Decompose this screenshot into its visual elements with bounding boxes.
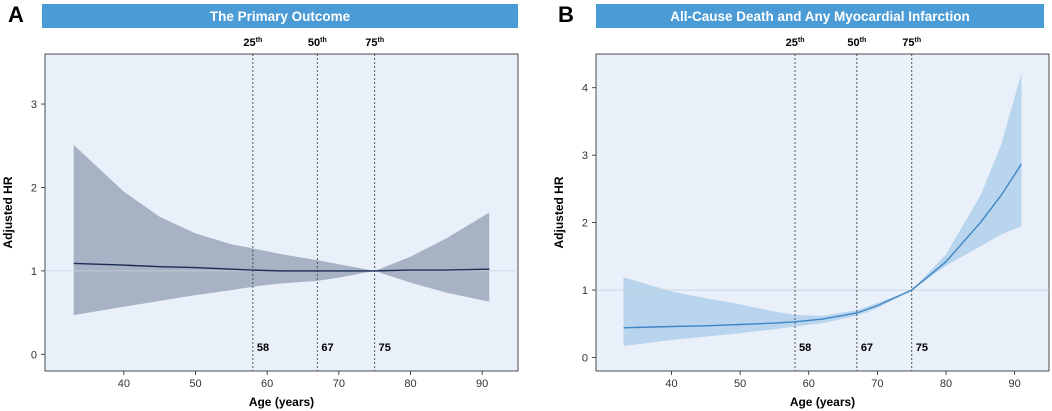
percentile-label: 50th (308, 37, 327, 49)
percentile-label: 25th (243, 37, 262, 49)
x-axis-label: Age (years) (790, 395, 855, 409)
percentile-label: 75th (365, 37, 384, 49)
y-tick-label: 3 (582, 150, 588, 162)
x-tick-label: 70 (333, 378, 345, 390)
hr-line (623, 163, 1023, 329)
y-tick-label: 4 (582, 83, 588, 95)
x-tick-label: 70 (871, 378, 883, 390)
y-tick-label: 2 (31, 182, 37, 194)
percentile-value-label: 58 (257, 342, 269, 354)
chart-title: The Primary Outcome (42, 4, 518, 28)
percentile-value-label: 67 (861, 342, 873, 354)
x-tick-label: 50 (189, 378, 201, 390)
chart-b: 25th 58 50th 67 75th 75 40 50 60 70 80 90 0 1 2 3 4 Age (… (552, 37, 1050, 409)
y-tick-label: 1 (582, 285, 588, 297)
x-tick-label: 80 (940, 378, 952, 390)
percentile-value-label: 58 (799, 342, 811, 354)
x-tick-label: 40 (665, 378, 677, 390)
panel-letter: A (8, 2, 24, 27)
x-tick-label: 50 (734, 378, 746, 390)
chart-a: 25th 58 50th 67 75th 75 40 50 60 70 80 90 0 1 2 3 Age (y… (1, 37, 519, 409)
y-tick-label: 1 (31, 266, 37, 278)
x-tick-label: 60 (261, 378, 273, 390)
y-axis-label: Adjusted HR (1, 176, 15, 248)
y-tick-label: 0 (582, 353, 588, 365)
percentile-value-label: 75 (379, 342, 391, 354)
y-tick-label: 3 (31, 99, 37, 111)
x-tick-label: 40 (118, 378, 130, 390)
percentile-label: 50th (847, 37, 866, 49)
panel-a: A The Primary Outcome 25th 58 50th 67 75th 75… (1, 2, 519, 409)
y-tick-label: 0 (31, 349, 37, 361)
x-axis-label: Age (years) (249, 395, 314, 409)
percentile-value-label: 75 (916, 342, 928, 354)
confidence-band (73, 144, 490, 316)
panel-b: B All-Cause Death and Any Myocardial Inf… (526, 0, 1052, 411)
y-axis-label: Adjusted HR (552, 176, 566, 248)
x-tick-label: 90 (476, 378, 488, 390)
percentile-label: 25th (786, 37, 805, 49)
hr-line (73, 262, 490, 272)
percentile-value-label: 67 (321, 342, 333, 354)
percentile-label: 75th (902, 37, 921, 49)
x-tick-label: 80 (404, 378, 416, 390)
chart-title: All-Cause Death and Any Myocardial Infar… (596, 4, 1044, 28)
confidence-band (623, 72, 1022, 347)
panel-letter: B (558, 2, 574, 27)
x-tick-label: 60 (803, 378, 815, 390)
x-tick-label: 90 (1009, 378, 1021, 390)
y-tick-label: 2 (582, 218, 588, 230)
